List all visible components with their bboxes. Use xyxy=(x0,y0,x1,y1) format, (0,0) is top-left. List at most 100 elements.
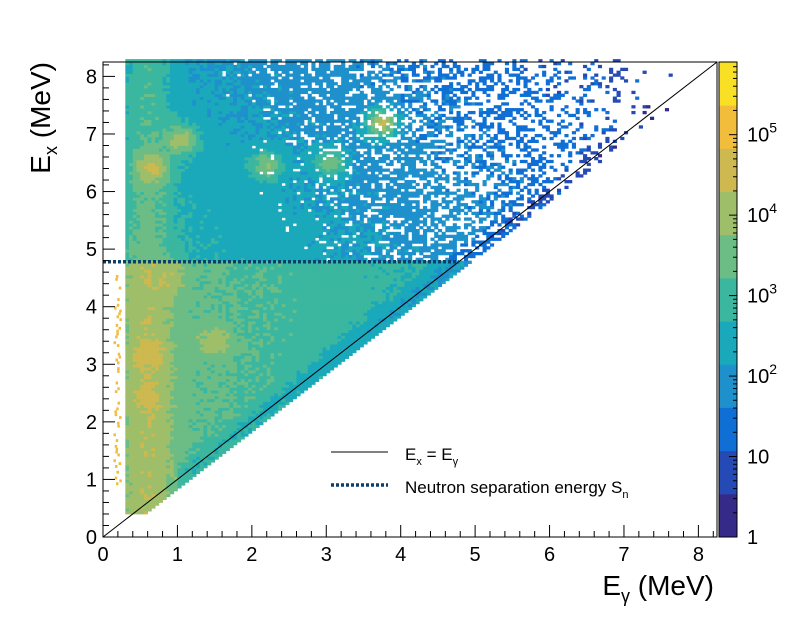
heatmap-cell xyxy=(236,349,242,354)
heatmap-cell xyxy=(207,344,212,348)
heatmap-cell xyxy=(140,398,145,403)
heatmap-cell xyxy=(236,407,242,411)
heatmap-cell xyxy=(184,191,189,195)
heatmap-cell xyxy=(218,174,223,178)
heatmap-cell xyxy=(210,436,216,440)
heatmap-cell xyxy=(177,185,182,190)
heatmap-cell xyxy=(233,321,238,325)
heatmap-cell xyxy=(140,64,145,69)
heatmap-cell xyxy=(188,427,193,431)
heatmap-cell xyxy=(173,200,178,204)
heatmap-cell xyxy=(166,67,171,72)
heatmap-cell xyxy=(151,205,156,210)
heatmap-cell xyxy=(188,375,193,380)
heatmap-cell xyxy=(233,177,238,181)
heatmap-cell xyxy=(225,381,230,385)
heatmap-cell xyxy=(203,341,208,345)
heatmap-cell xyxy=(199,407,204,411)
heatmap-cell xyxy=(155,286,160,290)
heatmap-cell xyxy=(147,482,152,486)
heatmap-cell xyxy=(177,459,182,463)
heatmap-cell xyxy=(229,67,234,72)
heatmap-cell xyxy=(169,407,175,411)
heatmap-cell xyxy=(166,344,171,348)
heatmap-cell xyxy=(218,217,223,221)
heatmap-cell xyxy=(233,309,238,313)
heatmap-cell xyxy=(196,447,201,452)
heatmap-cell xyxy=(136,393,141,397)
heatmap-cell xyxy=(207,361,212,365)
heatmap-cell xyxy=(248,67,253,72)
heatmap-cell xyxy=(222,393,227,397)
heatmap-cell xyxy=(177,349,182,354)
heatmap-cell xyxy=(188,272,193,276)
heatmap-cell xyxy=(132,116,137,120)
heatmap-cell xyxy=(236,421,242,426)
heatmap-cell xyxy=(132,214,137,218)
heatmap-cell xyxy=(181,182,186,187)
heatmap-cell xyxy=(236,197,242,201)
heatmap-cell xyxy=(222,367,227,371)
heatmap-cell xyxy=(199,444,204,449)
heatmap-cell xyxy=(244,139,249,144)
heatmap-cell xyxy=(188,191,193,195)
heatmap-cell xyxy=(129,110,134,115)
heatmap-cell xyxy=(218,401,223,405)
heatmap-cell xyxy=(151,370,156,374)
heatmap-cell xyxy=(162,263,167,267)
heatmap-cell xyxy=(177,436,182,440)
heatmap-cell xyxy=(244,116,249,120)
heatmap-cell xyxy=(151,231,156,236)
heatmap-cell xyxy=(214,180,219,184)
heatmap-cell xyxy=(132,476,137,480)
heatmap-cell xyxy=(225,231,230,236)
heatmap-cell xyxy=(184,413,189,417)
heatmap-cell xyxy=(199,133,204,138)
heatmap-cell xyxy=(196,119,201,123)
heatmap-cell xyxy=(136,499,141,503)
heatmap-cell xyxy=(129,263,134,267)
heatmap-cell xyxy=(169,355,175,359)
heatmap-cell xyxy=(158,180,163,184)
heatmap-cell xyxy=(222,295,227,299)
heatmap-cell xyxy=(143,200,149,204)
heatmap-cell xyxy=(210,226,216,230)
heatmap-cell xyxy=(162,439,167,443)
heatmap-cell xyxy=(158,381,163,385)
heatmap-cell xyxy=(173,231,178,236)
heatmap-cell xyxy=(207,321,212,325)
heatmap-cell xyxy=(129,470,134,475)
heatmap-cell xyxy=(192,90,197,95)
heatmap-cell xyxy=(140,76,145,80)
heatmap-cell xyxy=(225,344,230,348)
heatmap-cell xyxy=(125,476,130,480)
heatmap-cell xyxy=(225,352,230,357)
heatmap-cell xyxy=(136,493,141,498)
heatmap-cell xyxy=(173,93,178,97)
heatmap-cell xyxy=(132,185,137,190)
heatmap-cell xyxy=(166,90,171,95)
heatmap-cell xyxy=(192,76,197,80)
heatmap-cell xyxy=(236,159,242,164)
heatmap-cell xyxy=(158,453,163,457)
heatmap-cell xyxy=(129,234,134,239)
heatmap-cell xyxy=(244,148,249,152)
heatmap-cell xyxy=(151,410,156,414)
heatmap-cell xyxy=(207,338,212,342)
heatmap-cell xyxy=(184,272,189,276)
heatmap-cell xyxy=(233,217,238,221)
heatmap-cell xyxy=(140,280,145,285)
heatmap-cell xyxy=(177,283,182,287)
heatmap-cell xyxy=(218,370,223,374)
heatmap-cell xyxy=(244,105,249,109)
heatmap-cell xyxy=(225,335,230,339)
heatmap-cell xyxy=(240,381,245,385)
heatmap-cell xyxy=(188,390,193,394)
heatmap-cell xyxy=(147,76,152,80)
heatmap-cell xyxy=(158,105,163,109)
heatmap-cell xyxy=(129,171,134,175)
heatmap-cell xyxy=(218,131,223,135)
heatmap-cell xyxy=(132,223,137,227)
heatmap-cell xyxy=(244,315,249,319)
heatmap-cell xyxy=(199,404,204,408)
